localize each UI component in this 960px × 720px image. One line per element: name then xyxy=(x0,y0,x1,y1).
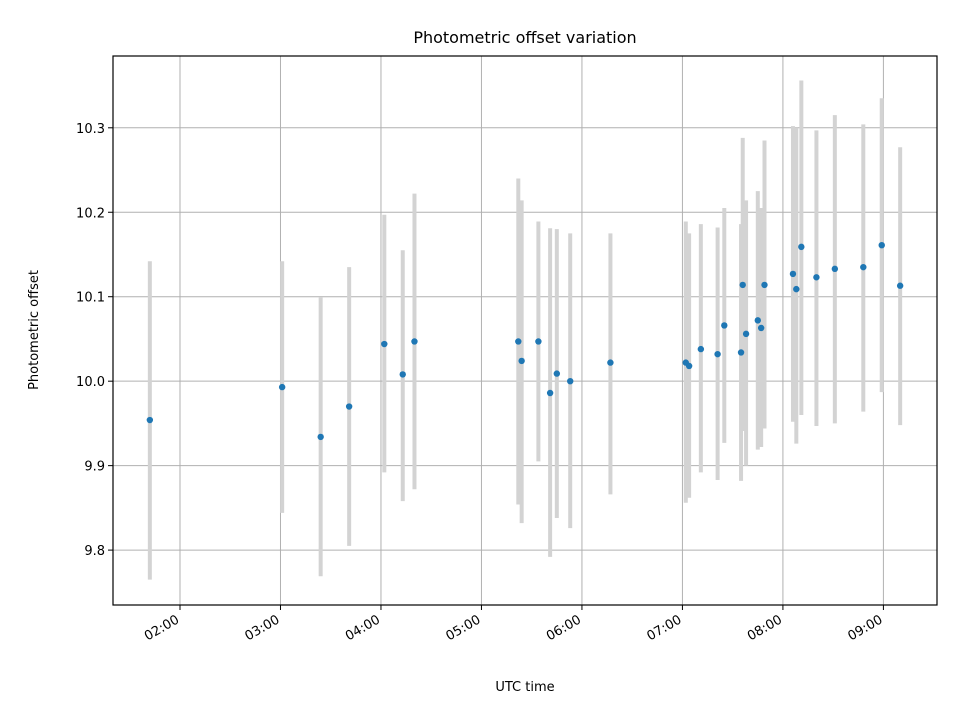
y-tick-label: 10.0 xyxy=(76,375,105,390)
data-point xyxy=(757,324,765,332)
data-point xyxy=(831,265,839,273)
y-tick-label: 9.9 xyxy=(84,460,105,475)
data-point xyxy=(345,403,353,410)
data-point xyxy=(896,282,904,289)
data-point xyxy=(761,281,768,289)
data-point xyxy=(793,285,800,293)
data-point xyxy=(714,350,721,358)
y-tick-label: 9.8 xyxy=(84,544,105,559)
y-tick-label: 10.1 xyxy=(76,291,105,306)
y-axis-ticks: 9.8 9.9 10.0 10.1 10.2 10.3 xyxy=(76,122,113,559)
data-point xyxy=(697,345,705,353)
data-point xyxy=(737,349,745,356)
data-point xyxy=(789,270,797,278)
y-axis-label: Photometric offset xyxy=(27,270,42,390)
data-point xyxy=(742,330,750,338)
data-point xyxy=(860,263,867,271)
data-point xyxy=(878,241,885,249)
y-tick-label: 10.2 xyxy=(76,206,105,221)
data-point xyxy=(798,243,805,251)
data-point xyxy=(546,389,554,397)
data-point xyxy=(381,340,388,348)
data-point xyxy=(754,317,761,324)
data-point xyxy=(721,322,728,329)
data-point xyxy=(553,370,561,377)
plot-frame xyxy=(112,55,938,606)
data-point xyxy=(146,416,154,424)
chart-title: Photometric offset variation xyxy=(413,28,636,47)
y-tick-label: 10.3 xyxy=(76,122,105,137)
data-point xyxy=(399,371,406,378)
data-point xyxy=(278,383,286,391)
data-point xyxy=(739,281,746,289)
data-point xyxy=(411,338,418,345)
data-point xyxy=(685,362,693,370)
data-points xyxy=(146,241,904,441)
data-point xyxy=(515,338,522,345)
data-point xyxy=(813,274,820,281)
data-point xyxy=(567,377,574,385)
x-axis-label: UTC time xyxy=(495,680,554,695)
data-point xyxy=(518,357,525,365)
data-point xyxy=(535,338,542,345)
data-point xyxy=(607,359,614,366)
data-point xyxy=(317,433,324,441)
